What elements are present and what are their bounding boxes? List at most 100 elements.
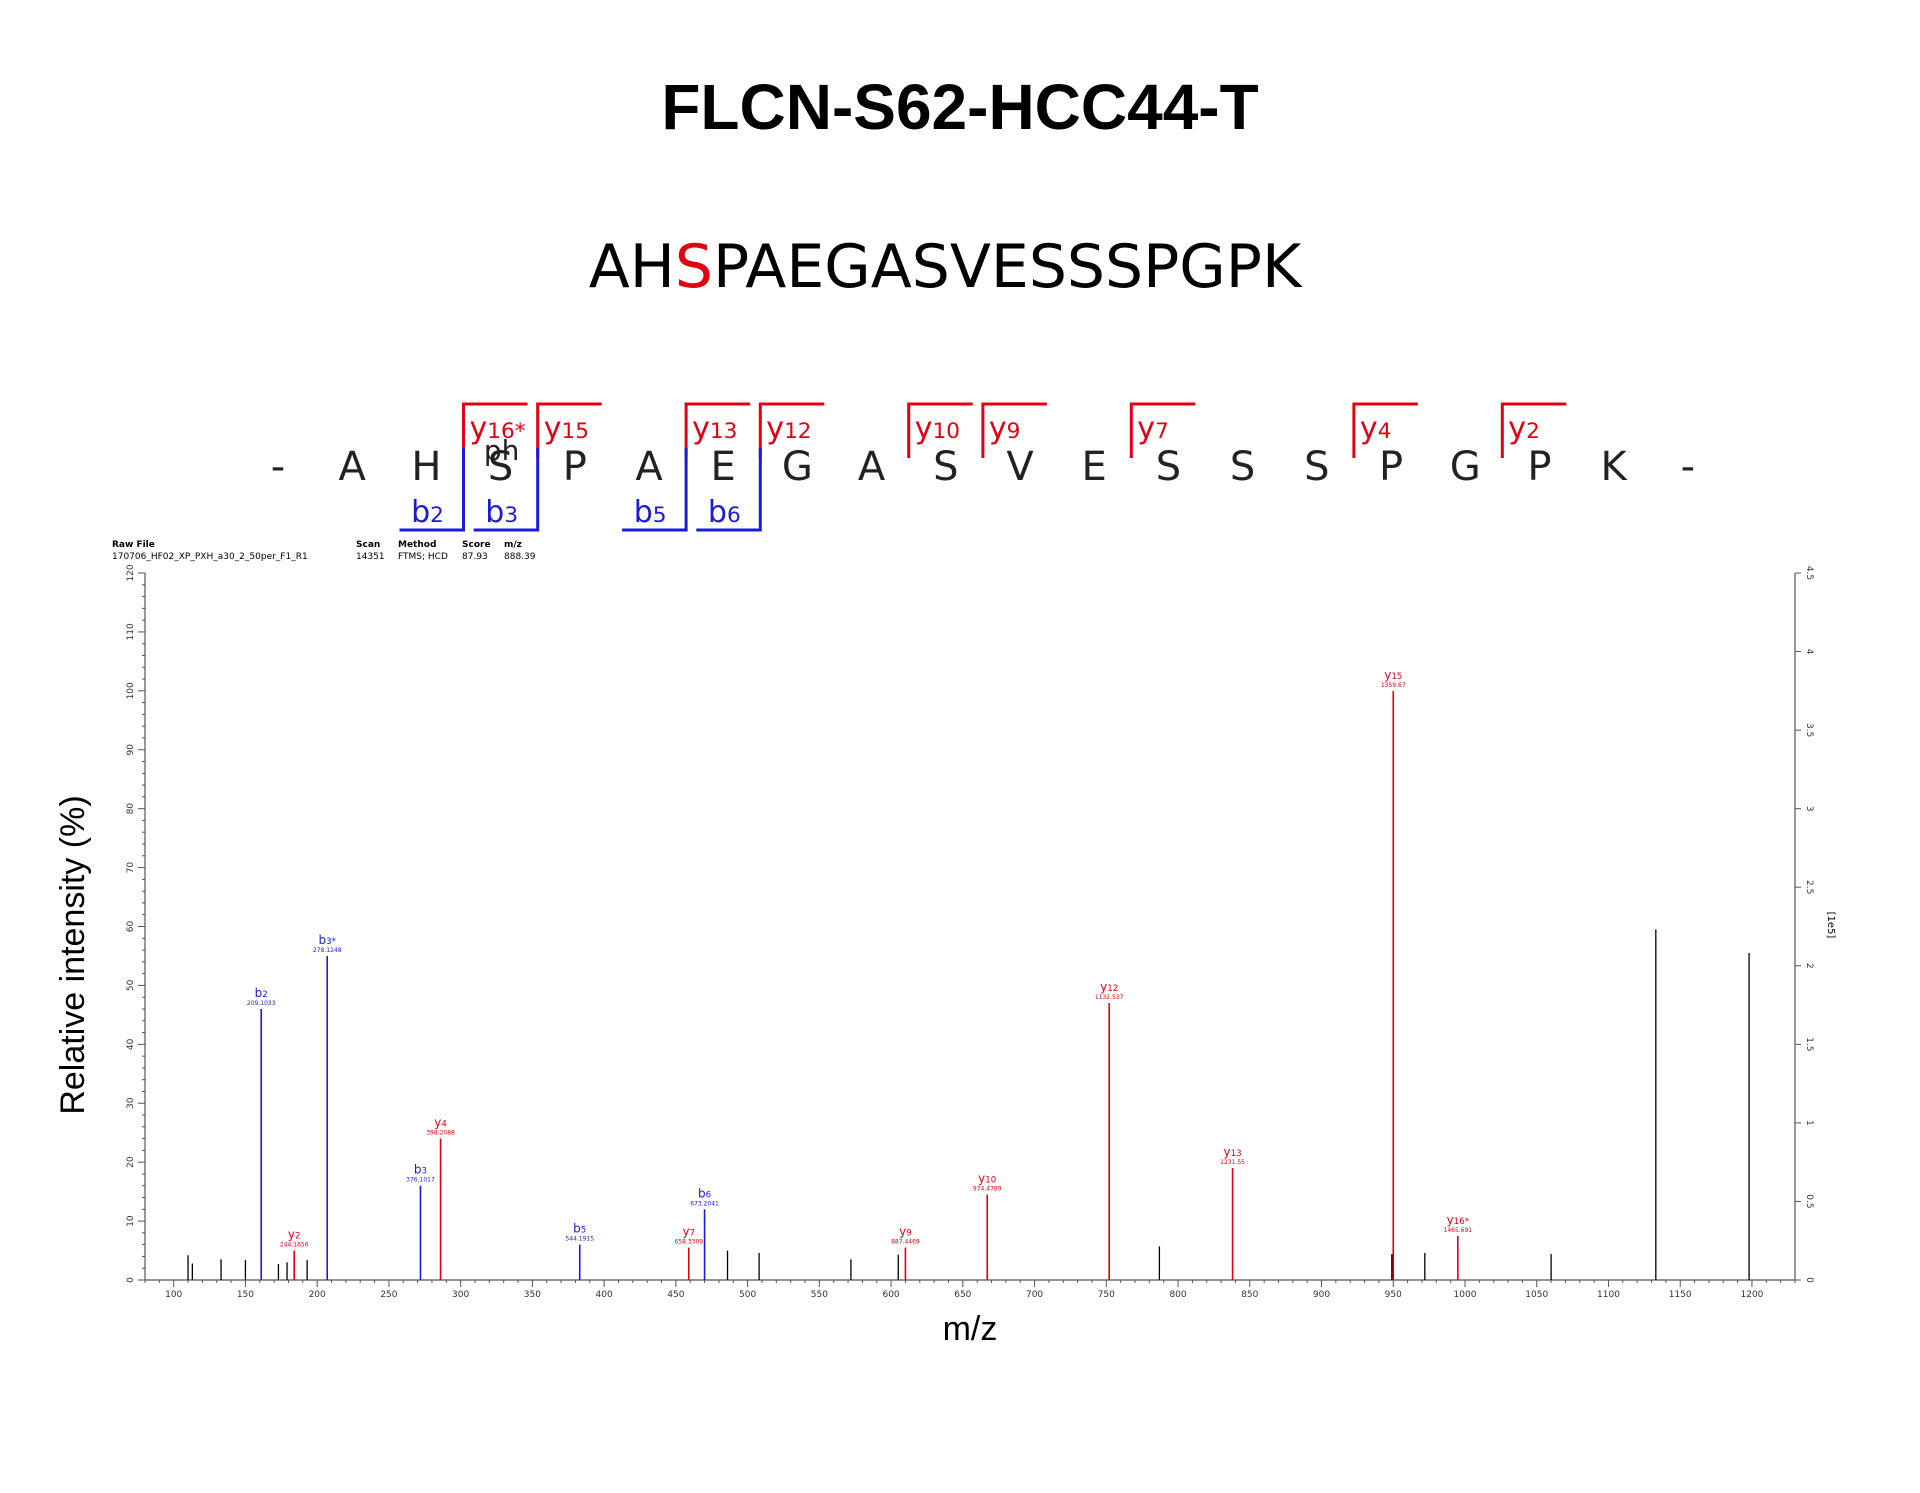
y-ion-label: y9 bbox=[989, 411, 1021, 446]
phospho-mod-label: ph bbox=[484, 434, 520, 467]
peak-mz-label: 1359.67 bbox=[1381, 682, 1406, 689]
y2-tick-label: 1.5 bbox=[1804, 1037, 1814, 1051]
x-tick-label: 150 bbox=[237, 1290, 254, 1300]
fragment-residue: S bbox=[1156, 444, 1181, 490]
fragment-residue: G bbox=[1450, 444, 1481, 490]
sequence-suffix: PAEGASVESSSPGPK bbox=[712, 232, 1302, 302]
peak-mz-label: 673.2041 bbox=[690, 1200, 719, 1207]
peak-mz-label: 209.1033 bbox=[247, 1000, 276, 1007]
x-axis-label: m/z bbox=[943, 1310, 998, 1348]
scan-value: 14351 bbox=[356, 552, 385, 562]
x-tick-label: 100 bbox=[165, 1290, 182, 1300]
peak-mz-label: 1465.691 bbox=[1444, 1227, 1473, 1234]
y-tick-label: 50 bbox=[126, 979, 136, 991]
fragment-residue: S bbox=[933, 444, 958, 490]
score-label: Score bbox=[462, 540, 491, 550]
x-tick-label: 350 bbox=[524, 1290, 541, 1300]
x-tick-label: 1100 bbox=[1597, 1290, 1620, 1300]
peak-mz-label: 1132.537 bbox=[1095, 994, 1124, 1001]
peak-ion-label: b3* bbox=[318, 933, 336, 947]
y-tick-label: 10 bbox=[126, 1215, 136, 1227]
fragment-residue: P bbox=[563, 444, 587, 490]
x-tick-label: 250 bbox=[380, 1290, 397, 1300]
b-ion-bracket bbox=[399, 448, 465, 532]
peak-ion-label: y15 bbox=[1384, 668, 1402, 682]
fragment-residue: S bbox=[1230, 444, 1255, 490]
header-info: Raw File 170706_HF02_XP_PXH_a30_2_50per_… bbox=[112, 540, 536, 562]
y-ion-label: y16* bbox=[470, 411, 526, 446]
fragment-residue: P bbox=[1527, 444, 1551, 490]
y-ion-bracket bbox=[1352, 402, 1418, 458]
x-tick-label: 550 bbox=[811, 1290, 828, 1300]
scan-label: Scan bbox=[356, 540, 380, 550]
y2-axis-label: [1e5] bbox=[1825, 912, 1836, 939]
mz-value: 888.39 bbox=[504, 552, 536, 562]
fragment-residue: - bbox=[271, 444, 285, 490]
y2-tick-label: 2.5 bbox=[1804, 880, 1814, 894]
fragment-residue: P bbox=[1379, 444, 1403, 490]
y-tick-label: 110 bbox=[126, 623, 136, 640]
peak-ion-label: b3 bbox=[414, 1163, 427, 1177]
b-ion-label: b3 bbox=[485, 495, 518, 530]
x-tick-label: 650 bbox=[954, 1290, 971, 1300]
x-tick-label: 300 bbox=[452, 1290, 469, 1300]
y-ion-bracket bbox=[1500, 402, 1567, 458]
sequence-prefix: AH bbox=[588, 232, 675, 302]
x-tick-label: 850 bbox=[1241, 1290, 1258, 1300]
x-tick-label: 1050 bbox=[1525, 1290, 1548, 1300]
y-tick-label: 20 bbox=[126, 1156, 136, 1168]
fragment-residue: S bbox=[488, 444, 513, 490]
raw-file-label: Raw File bbox=[112, 540, 155, 550]
peptide-sequence: AHSPAEGASVESSSPGPK bbox=[0, 232, 1890, 302]
chart-axes: 100 150 200 250 300 350 400 450 500 550 600 650 700 7… bbox=[126, 564, 1814, 1300]
page-title: FLCN-S62-HCC44-T bbox=[661, 71, 1259, 143]
fragment-residue: E bbox=[1082, 444, 1107, 490]
peak-mz-label: 974.4789 bbox=[973, 1186, 1002, 1193]
b-ion-label: b5 bbox=[634, 495, 667, 530]
peak-mz-label: 376.1017 bbox=[406, 1177, 435, 1184]
method-label: Method bbox=[398, 540, 436, 550]
x-tick-label: 700 bbox=[1026, 1290, 1043, 1300]
y-ion-label: y10 bbox=[915, 411, 960, 446]
peak-mz-label: 1231.55 bbox=[1220, 1159, 1245, 1166]
x-tick-label: 1200 bbox=[1741, 1290, 1764, 1300]
y-axis-label: Relative intensity (%) bbox=[54, 795, 92, 1114]
fragment-residue: A bbox=[858, 444, 886, 490]
raw-file-value: 170706_HF02_XP_PXH_a30_2_50per_F1_R1 bbox=[112, 552, 308, 562]
fragment-residue: - bbox=[1681, 444, 1695, 490]
score-value: 87.93 bbox=[462, 552, 488, 562]
b-ion-bracket bbox=[473, 448, 540, 532]
y-tick-label: 70 bbox=[126, 862, 136, 874]
y-tick-label: 30 bbox=[126, 1097, 136, 1109]
y-tick-label: 60 bbox=[126, 921, 136, 933]
y2-tick-label: 4 bbox=[1804, 649, 1814, 655]
b-ion-label: b6 bbox=[708, 495, 741, 530]
peak-ion-label: y16* bbox=[1447, 1213, 1470, 1227]
y-ion-bracket bbox=[536, 402, 602, 458]
y-tick-label: 120 bbox=[126, 564, 136, 581]
peak-ion-label: y10 bbox=[978, 1172, 996, 1186]
b-ion-bracket bbox=[696, 448, 762, 532]
peak-mz-label: 887.4469 bbox=[891, 1239, 920, 1246]
peak-mz-label: 544.1915 bbox=[565, 1236, 594, 1243]
y-ion-label: y7 bbox=[1137, 411, 1169, 446]
peak-ion-label: y12 bbox=[1100, 980, 1118, 994]
mz-label: m/z bbox=[504, 540, 522, 550]
y-ion-bracket bbox=[981, 402, 1047, 458]
y-ion-label: y4 bbox=[1360, 411, 1392, 446]
y-tick-label: 40 bbox=[126, 1038, 136, 1050]
fragment-residue: E bbox=[711, 444, 736, 490]
x-tick-label: 600 bbox=[882, 1290, 899, 1300]
peak-ion-label: b5 bbox=[573, 1222, 586, 1236]
y2-tick-label: 3 bbox=[1804, 806, 1814, 812]
y-ion-bracket bbox=[1129, 402, 1196, 458]
y-ion-bracket bbox=[758, 402, 825, 458]
fragment-residue: K bbox=[1600, 444, 1628, 490]
fragment-residue: V bbox=[1006, 444, 1034, 490]
x-tick-label: 1000 bbox=[1454, 1290, 1477, 1300]
peak-mz-label: 244.1656 bbox=[280, 1242, 309, 1249]
peak-mz-label: 278.1248 bbox=[313, 947, 342, 954]
fragment-residue: G bbox=[782, 444, 813, 490]
y-tick-label: 100 bbox=[126, 682, 136, 699]
